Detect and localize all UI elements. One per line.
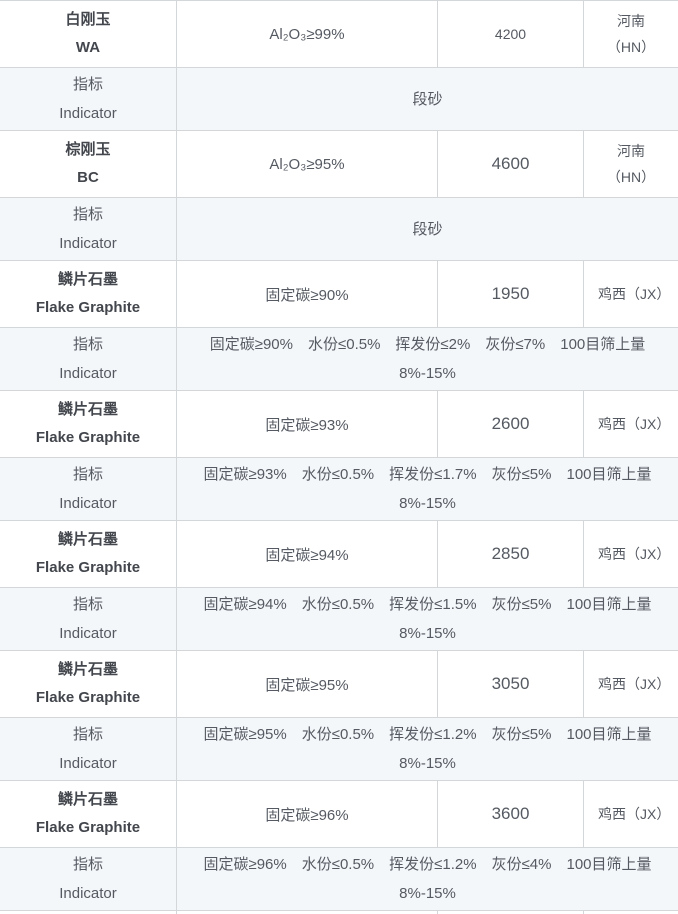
origin-cell: 河南（HN） [583, 0, 678, 68]
indicator-row: 指标 Indicator 固定碳≥90% 水份≤0.5% 挥发份≤2% 灰份≤7… [0, 327, 678, 391]
indicator-label-cell: 指标 Indicator [0, 717, 177, 781]
material-name-cn: 鳞片石墨 [57, 661, 118, 678]
material-name-en: Flake Graphite [35, 819, 141, 836]
material-row: 鳞片石墨 Flake Graphite 固定碳≥94% 2850 鸡西（JX） [0, 520, 678, 588]
origin-text: 河南（HN） [606, 13, 656, 55]
material-name-en: BC [77, 169, 99, 186]
partial-row-cell [437, 910, 584, 914]
indicator-label-cn: 指标 [72, 76, 103, 93]
indicator-label-cn: 指标 [72, 336, 103, 353]
origin-text: 鸡西（JX） [598, 286, 671, 302]
origin-cell: 河南（HN） [583, 130, 678, 198]
spec-cell: 固定碳≥93% [176, 390, 438, 458]
material-name-cn: 白刚玉 [65, 11, 111, 28]
indicator-detail-cell: 固定碳≥94% 水份≤0.5% 挥发份≤1.5% 灰份≤5% 100目筛上量8%… [176, 587, 678, 651]
indicator-row: 指标 Indicator 段砂 [0, 197, 678, 261]
indicator-label-en: Indicator [59, 365, 117, 382]
spec-cell: Al₂O₃≥99% [176, 0, 438, 68]
material-name-cn: 鳞片石墨 [57, 271, 118, 288]
indicator-label-en: Indicator [59, 105, 117, 122]
indicator-label-cell: 指标 Indicator [0, 327, 177, 391]
partial-row-cell [583, 910, 678, 914]
material-row: 鳞片石墨 Flake Graphite 固定碳≥93% 2600 鸡西（JX） [0, 390, 678, 458]
material-name-cell: 鳞片石墨 Flake Graphite [0, 650, 177, 718]
indicator-label-cell: 指标 Indicator [0, 67, 177, 131]
origin-cell: 鸡西（JX） [583, 520, 678, 588]
indicator-row: 指标 Indicator 固定碳≥93% 水份≤0.5% 挥发份≤1.7% 灰份… [0, 457, 678, 521]
spec-cell: Al₂O₃≥95% [176, 130, 438, 198]
price-cell: 3050 [437, 650, 584, 718]
indicator-label-en: Indicator [59, 885, 117, 902]
origin-text: 鸡西（JX） [598, 806, 671, 822]
material-name-en: Flake Graphite [35, 689, 141, 706]
partial-row-cell [176, 910, 438, 914]
indicator-row: 指标 Indicator 固定碳≥95% 水份≤0.5% 挥发份≤1.2% 灰份… [0, 717, 678, 781]
indicator-detail-cell: 固定碳≥90% 水份≤0.5% 挥发份≤2% 灰份≤7% 100目筛上量8%-1… [176, 327, 678, 391]
indicator-row: 指标 Indicator 固定碳≥96% 水份≤0.5% 挥发份≤1.2% 灰份… [0, 847, 678, 911]
indicator-label-cn: 指标 [72, 726, 103, 743]
origin-text: 鸡西（JX） [598, 546, 671, 562]
origin-cell: 鸡西（JX） [583, 260, 678, 328]
material-name-en: Flake Graphite [35, 429, 141, 446]
origin-cell: 鸡西（JX） [583, 780, 678, 848]
indicator-label-cn: 指标 [72, 856, 103, 873]
price-cell: 2850 [437, 520, 584, 588]
material-name-cn: 鳞片石墨 [57, 791, 118, 808]
material-name-en: Flake Graphite [35, 559, 141, 576]
material-name-cell: 鳞片石墨 Flake Graphite [0, 260, 177, 328]
indicator-label-cn: 指标 [72, 206, 103, 223]
origin-cell: 鸡西（JX） [583, 650, 678, 718]
indicator-label-en: Indicator [59, 235, 117, 252]
price-cell: 1950 [437, 260, 584, 328]
material-name-cell: 鳞片石墨 Flake Graphite [0, 520, 177, 588]
indicator-detail-cell: 固定碳≥96% 水份≤0.5% 挥发份≤1.2% 灰份≤4% 100目筛上量8%… [176, 847, 678, 911]
indicator-row: 指标 Indicator 段砂 [0, 67, 678, 131]
material-row: 鳞片石墨 Flake Graphite 固定碳≥95% 3050 鸡西（JX） [0, 650, 678, 718]
price-cell: 4200 [437, 0, 584, 68]
spec-cell: 固定碳≥90% [176, 260, 438, 328]
indicator-label-cell: 指标 Indicator [0, 587, 177, 651]
material-name-cell: 白刚玉 WA [0, 0, 177, 68]
indicator-label-en: Indicator [59, 625, 117, 642]
material-name-cn: 棕刚玉 [65, 141, 111, 158]
indicator-detail-cell: 段砂 [176, 197, 678, 261]
indicator-row: 指标 Indicator 固定碳≥94% 水份≤0.5% 挥发份≤1.5% 灰份… [0, 587, 678, 651]
indicator-label-en: Indicator [59, 755, 117, 772]
origin-text: 鸡西（JX） [598, 676, 671, 692]
indicator-detail-cell: 固定碳≥93% 水份≤0.5% 挥发份≤1.7% 灰份≤5% 100目筛上量8%… [176, 457, 678, 521]
indicator-detail-cell: 段砂 [176, 67, 678, 131]
price-cell: 3600 [437, 780, 584, 848]
indicator-detail-cell: 固定碳≥95% 水份≤0.5% 挥发份≤1.2% 灰份≤5% 100目筛上量8%… [176, 717, 678, 781]
material-name-cn: 鳞片石墨 [57, 531, 118, 548]
spec-cell: 固定碳≥94% [176, 520, 438, 588]
indicator-label-cn: 指标 [72, 596, 103, 613]
spec-cell: 固定碳≥95% [176, 650, 438, 718]
material-name-cell: 鳞片石墨 Flake Graphite [0, 390, 177, 458]
price-cell: 2600 [437, 390, 584, 458]
material-name-cell: 鳞片石墨 Flake Graphite [0, 780, 177, 848]
partial-next-row [0, 910, 678, 914]
material-name-cn: 鳞片石墨 [57, 401, 118, 418]
material-row: 棕刚玉 BC Al₂O₃≥95% 4600 河南（HN） [0, 130, 678, 198]
material-name-en: Flake Graphite [35, 299, 141, 316]
material-name-en: WA [75, 39, 101, 56]
indicator-label-cell: 指标 Indicator [0, 847, 177, 911]
material-row: 鳞片石墨 Flake Graphite 固定碳≥90% 1950 鸡西（JX） [0, 260, 678, 328]
material-row: 白刚玉 WA Al₂O₃≥99% 4200 河南（HN） [0, 0, 678, 68]
price-cell: 4600 [437, 130, 584, 198]
indicator-label-en: Indicator [59, 495, 117, 512]
material-name-cell: 棕刚玉 BC [0, 130, 177, 198]
indicator-label-cell: 指标 Indicator [0, 457, 177, 521]
partial-row-cell [0, 910, 177, 914]
indicator-label-cell: 指标 Indicator [0, 197, 177, 261]
origin-text: 河南（HN） [606, 143, 656, 185]
material-row: 鳞片石墨 Flake Graphite 固定碳≥96% 3600 鸡西（JX） [0, 780, 678, 848]
spec-cell: 固定碳≥96% [176, 780, 438, 848]
origin-text: 鸡西（JX） [598, 416, 671, 432]
indicator-label-cn: 指标 [72, 466, 103, 483]
origin-cell: 鸡西（JX） [583, 390, 678, 458]
